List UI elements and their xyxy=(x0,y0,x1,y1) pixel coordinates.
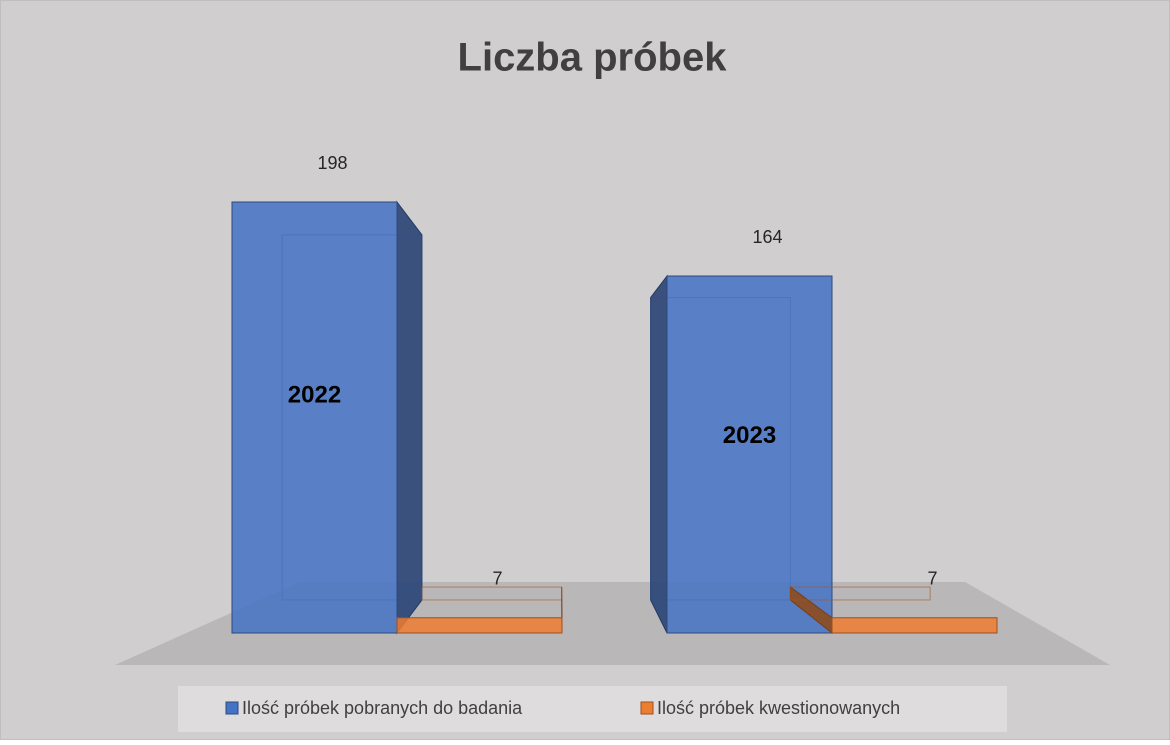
legend-label: Ilość próbek kwestionowanych xyxy=(657,698,900,718)
category-label: 2023 xyxy=(723,422,776,449)
legend-label: Ilość próbek pobranych do badania xyxy=(242,698,523,718)
bar xyxy=(232,202,397,633)
bar xyxy=(667,276,832,633)
bar-side xyxy=(651,276,667,633)
legend-swatch xyxy=(226,702,238,714)
bar xyxy=(832,618,997,633)
data-label: 7 xyxy=(927,569,937,589)
category-label: 2022 xyxy=(288,381,341,408)
data-label: 7 xyxy=(492,569,502,589)
bar xyxy=(397,618,562,633)
data-label: 164 xyxy=(752,227,782,247)
data-label: 198 xyxy=(317,153,347,173)
legend-swatch xyxy=(641,702,653,714)
chart-title: Liczba próbek xyxy=(458,36,728,80)
bar-side xyxy=(397,202,422,633)
